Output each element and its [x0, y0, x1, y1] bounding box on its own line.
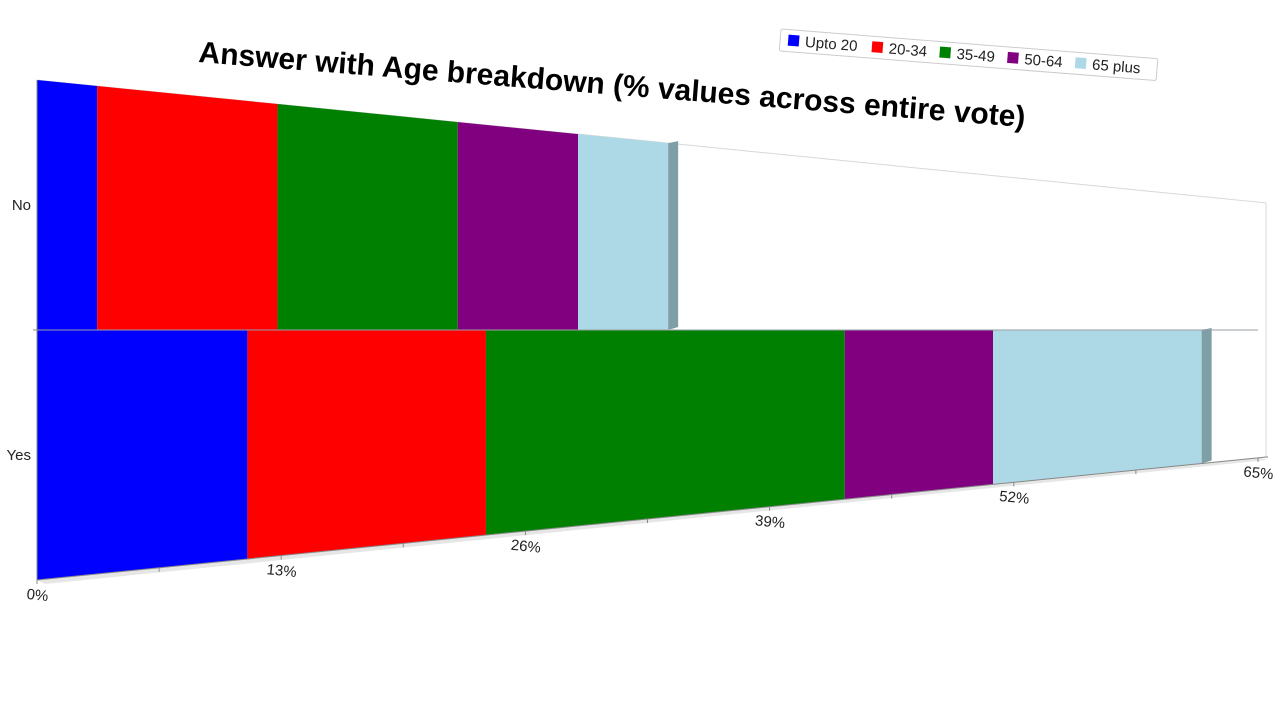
legend-label-0: Upto 20 [804, 34, 858, 55]
legend-label-1: 20-34 [888, 41, 928, 61]
bar-yes-20-34 [247, 330, 486, 559]
bar-top-no-3 [457, 122, 588, 136]
x-tick-label-0: 0% [26, 586, 49, 605]
x-tick-label-1: 13% [266, 561, 298, 581]
bar-no-upto-20 [37, 80, 98, 330]
bar-end-side-yes [1201, 328, 1212, 464]
legend-box: Upto 20 20-34 35-49 50-64 65 plus [778, 28, 1159, 81]
axes-group: No Yes 0% 13% 26% 39% 52% 65% [7, 80, 1275, 605]
bar-top-no-2 [277, 104, 468, 124]
legend-swatch-2 [939, 46, 952, 59]
legend-swatch-1 [871, 41, 884, 54]
bar-top-no-1 [97, 86, 288, 106]
bar-yes-50-64 [844, 330, 994, 500]
x-tick-label-2: 26% [510, 537, 542, 557]
bar-no-65-plus [577, 134, 669, 330]
plot-floor [37, 457, 1268, 584]
legend: Upto 20 20-34 35-49 50-64 65 plus [778, 28, 1159, 81]
x-tick-label-3: 39% [754, 512, 786, 532]
legend-swatch-4 [1074, 57, 1087, 70]
category-label-no: No [12, 197, 31, 214]
bars-group [37, 80, 1212, 580]
bar-yes-35-49 [485, 330, 845, 536]
legend-swatch-3 [1007, 51, 1019, 64]
bar-no-35-49 [277, 104, 458, 330]
bar-no-20-34 [97, 86, 278, 330]
bar-yes-upto-20 [37, 330, 248, 580]
x-tick-label-5: 65% [1243, 463, 1275, 483]
bar-yes-65-plus [993, 330, 1202, 485]
x-axis-line [36, 456, 1269, 581]
legend-label-2: 35-49 [956, 46, 996, 66]
x-tick-label-4: 52% [998, 488, 1030, 508]
legend-swatch-0 [787, 34, 800, 47]
bar-no-50-64 [457, 122, 578, 330]
category-label-yes: Yes [7, 447, 31, 464]
legend-label-3: 50-64 [1024, 51, 1064, 71]
bar-top-no-0 [37, 80, 108, 88]
legend-label-4: 65 plus [1091, 57, 1141, 78]
bar-end-side-no [668, 141, 679, 330]
bar-top-no-4 [577, 134, 679, 145]
